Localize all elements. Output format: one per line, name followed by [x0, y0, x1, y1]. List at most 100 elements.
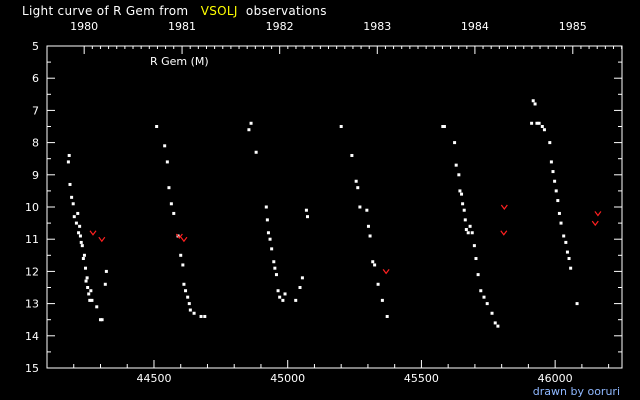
- observation-point: [155, 125, 159, 128]
- observation-point: [535, 121, 539, 125]
- observation-point: [530, 121, 534, 125]
- observation-point: [78, 224, 82, 228]
- observation-point: [298, 286, 302, 289]
- observation-point: [268, 237, 272, 241]
- credit-text: drawn by ooruri: [532, 385, 620, 398]
- observation-point: [366, 224, 370, 228]
- year-label: 1982: [266, 20, 294, 33]
- observation-point: [184, 289, 188, 293]
- y-tick-label: 8: [32, 137, 39, 150]
- observation-point: [339, 125, 343, 128]
- y-tick-label: 13: [25, 298, 39, 311]
- observation-point: [569, 266, 573, 270]
- observation-point: [186, 295, 190, 299]
- observation-point: [564, 240, 568, 244]
- y-tick-label: 15: [25, 362, 39, 375]
- y-tick-label: 6: [32, 72, 39, 85]
- observation-point: [249, 121, 253, 125]
- observation-point: [496, 324, 500, 328]
- observation-point: [575, 302, 579, 306]
- year-label: 1980: [70, 20, 98, 33]
- observation-point: [79, 240, 83, 244]
- observation-point: [165, 160, 169, 164]
- x-tick-label: 45000: [270, 372, 305, 385]
- observation-point: [273, 266, 277, 270]
- observation-point: [463, 218, 467, 222]
- observation-point: [264, 205, 268, 209]
- observation-point: [553, 179, 557, 183]
- observation-point: [281, 298, 285, 302]
- observation-point: [68, 182, 72, 186]
- fainter-than-marker: [180, 236, 188, 243]
- observation-point: [557, 211, 561, 215]
- observation-point: [300, 276, 304, 280]
- observation-point: [304, 208, 308, 212]
- observation-point: [84, 266, 88, 270]
- observation-point: [81, 257, 85, 261]
- observation-point: [266, 231, 270, 235]
- observation-point: [565, 250, 569, 254]
- observation-point: [531, 99, 535, 103]
- observation-point: [100, 318, 104, 322]
- observation-point: [74, 221, 78, 225]
- observation-point: [470, 231, 474, 235]
- observation-point: [490, 311, 494, 315]
- observation-point: [305, 215, 309, 219]
- observation-point: [188, 308, 192, 312]
- observation-point: [278, 295, 282, 299]
- fainter-than-marker: [175, 233, 183, 239]
- observation-point: [181, 263, 185, 267]
- observation-point: [87, 292, 91, 296]
- x-tick-label: 46000: [538, 372, 573, 385]
- star-label: R Gem (M): [150, 55, 209, 68]
- observation-point: [548, 141, 552, 145]
- observation-point: [89, 289, 93, 293]
- y-tick-label: 11: [25, 233, 39, 246]
- observation-point: [457, 173, 461, 177]
- observation-point: [472, 244, 476, 248]
- observation-point: [72, 215, 76, 219]
- y-tick-label: 9: [32, 169, 39, 182]
- observation-point: [551, 170, 555, 174]
- y-tick-label: 14: [25, 330, 39, 343]
- observation-point: [163, 144, 167, 148]
- observation-point: [76, 211, 80, 215]
- observation-point: [556, 199, 560, 203]
- observation-point: [274, 273, 278, 277]
- fainter-than-marker: [500, 204, 508, 210]
- observation-point: [493, 321, 497, 325]
- observation-point: [276, 289, 280, 293]
- observation-point: [77, 231, 81, 235]
- observation-point: [172, 211, 176, 215]
- observation-point: [542, 128, 546, 132]
- observation-point: [485, 302, 489, 306]
- observation-point: [167, 186, 171, 190]
- observation-point: [294, 298, 298, 302]
- observation-point: [376, 282, 380, 286]
- observation-point: [540, 125, 544, 128]
- fainter-than-marker: [594, 211, 602, 217]
- observation-point: [88, 298, 92, 302]
- observation-point: [474, 257, 478, 261]
- observation-point: [270, 247, 274, 251]
- observation-point: [354, 179, 358, 183]
- observation-point: [458, 189, 462, 193]
- observation-point: [368, 234, 372, 238]
- y-tick-label: 7: [32, 104, 39, 117]
- observation-point: [373, 263, 377, 267]
- observation-point: [86, 286, 90, 289]
- year-label: 1984: [461, 20, 489, 33]
- chart-title: Light curve of R Gem from VSOLJ observat…: [22, 4, 327, 18]
- observation-point: [254, 150, 258, 154]
- x-tick-label: 44500: [136, 372, 171, 385]
- observation-point: [70, 195, 74, 199]
- fainter-than-marker: [98, 236, 106, 243]
- observation-point: [272, 260, 276, 264]
- observation-point: [283, 292, 287, 296]
- observation-point: [169, 202, 173, 206]
- observation-point: [247, 128, 251, 132]
- observation-point: [559, 221, 563, 225]
- observation-point: [567, 257, 571, 261]
- observation-point: [356, 186, 360, 190]
